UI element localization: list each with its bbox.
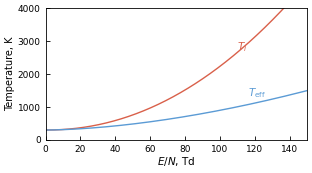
Text: $T_i$: $T_i$	[237, 41, 248, 54]
X-axis label: $E/N$, Td: $E/N$, Td	[157, 155, 196, 168]
Y-axis label: Temperature, K: Temperature, K	[5, 37, 15, 111]
Text: $T_{\mathrm{eff}}$: $T_{\mathrm{eff}}$	[248, 86, 266, 100]
